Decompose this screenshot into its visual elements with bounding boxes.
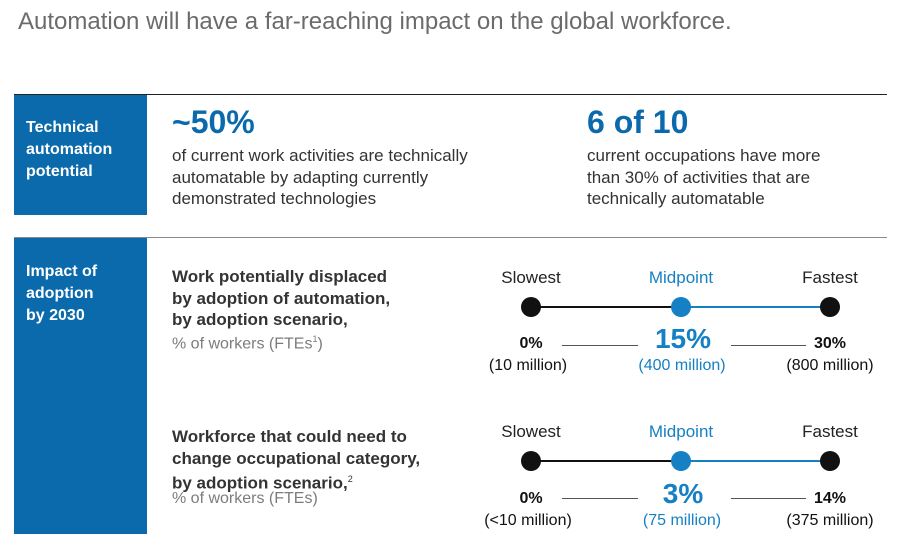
- scenario-midpoint-label: Midpoint: [648, 268, 714, 287]
- scenario-slowest-label: Slowest: [501, 268, 561, 287]
- displaced-heading: Work potentially displaced by adoption o…: [172, 267, 391, 329]
- connector-line: [562, 345, 638, 346]
- scenario-track-right: [681, 460, 830, 462]
- section-divider: [14, 94, 887, 95]
- fastest-dot: [820, 297, 840, 317]
- activities-stat-value: ~50%: [172, 104, 255, 140]
- page-title: Automation will have a far-reaching impa…: [18, 8, 732, 35]
- scenario-slowest-label: Slowest: [501, 422, 561, 441]
- connector-line: [731, 345, 806, 346]
- slowest-count: (10 million): [488, 357, 568, 374]
- technical-potential-panel: [14, 95, 147, 215]
- connector-line: [731, 498, 806, 499]
- occupations-stat-text: current occupations have more than 30% o…: [587, 146, 821, 208]
- activities-stat-text: of current work activities are technical…: [172, 146, 468, 208]
- scenario-midpoint-label: Midpoint: [648, 422, 714, 441]
- midpoint-dot: [671, 297, 691, 317]
- displaced-subtext: % of workers (FTEs1): [172, 334, 323, 353]
- occupations-stat-value: 6 of 10: [587, 104, 689, 140]
- midpoint-percent: 15%: [654, 323, 712, 354]
- scenario-track-right: [681, 306, 830, 308]
- footnote-marker: 2: [347, 474, 353, 484]
- fastest-dot: [820, 451, 840, 471]
- occupation-change-subtext: % of workers (FTEs): [172, 490, 318, 507]
- fastest-count: (375 million): [786, 512, 874, 529]
- fastest-percent: 14%: [813, 490, 847, 507]
- slowest-dot: [521, 297, 541, 317]
- slowest-percent: 0%: [519, 335, 543, 352]
- scenario-fastest-label: Fastest: [802, 422, 858, 441]
- technical-potential-label: Technical automation potential: [26, 119, 113, 180]
- impact-adoption-panel: [14, 238, 147, 534]
- section-divider: [14, 237, 887, 238]
- occupation-change-heading: Workforce that could need to change occu…: [172, 427, 421, 493]
- slowest-dot: [521, 451, 541, 471]
- impact-adoption-label: Impact of adoption by 2030: [26, 263, 98, 324]
- scenario-fastest-label: Fastest: [802, 268, 858, 287]
- connector-line: [562, 498, 638, 499]
- scenario-track-left: [531, 306, 681, 308]
- fastest-percent: 30%: [813, 335, 847, 352]
- footnote-marker: 1: [312, 334, 318, 344]
- slowest-percent: 0%: [519, 490, 543, 507]
- midpoint-percent: 3%: [662, 478, 704, 509]
- midpoint-count: (75 million): [642, 512, 722, 529]
- slowest-count: (<10 million): [484, 512, 572, 529]
- scenario-track-left: [531, 460, 681, 462]
- fastest-count: (800 million): [786, 357, 874, 374]
- midpoint-dot: [671, 451, 691, 471]
- midpoint-count: (400 million): [638, 357, 726, 374]
